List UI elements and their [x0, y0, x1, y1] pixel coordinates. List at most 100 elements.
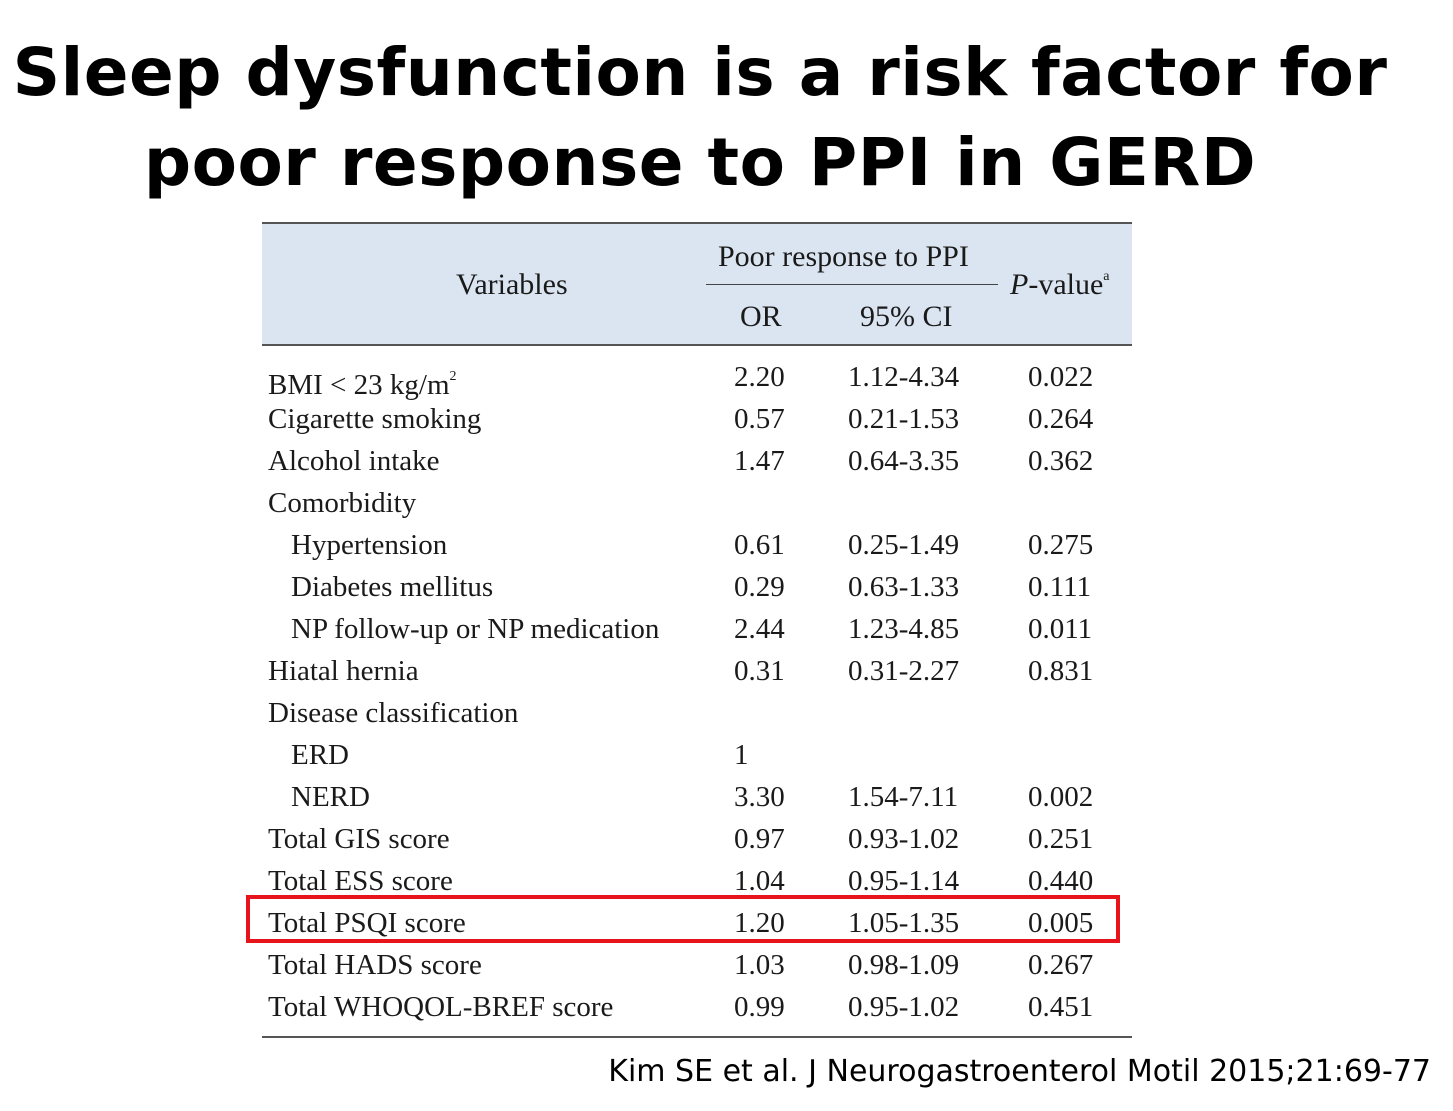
table-row: Alcohol intake 1.47 0.64-3.35 0.362 — [262, 440, 1132, 482]
cell-variable: Hiatal hernia — [268, 650, 419, 692]
cell-variable: NP follow-up or NP medication — [291, 608, 659, 650]
cell-or: 0.57 — [734, 403, 785, 435]
cell-p-value: 0.251 — [1028, 823, 1094, 855]
cell-variable: Hypertension — [291, 524, 447, 566]
table-row: Cigarette smoking 0.57 0.21-1.53 0.264 — [262, 398, 1132, 440]
cell-or: 1.04 — [734, 865, 785, 897]
header-p-footnote-mark: a — [1103, 269, 1110, 284]
cell-variable: Total HADS score — [268, 944, 482, 986]
cell-variable: ERD — [291, 734, 349, 776]
table-header: Variables Poor response to PPI OR 95% CI… — [262, 222, 1132, 346]
cell-or: 0.99 — [734, 991, 785, 1023]
cell-variable-text: Total WHOQOL-BREF score — [268, 991, 614, 1023]
cell-ci: 0.21-1.53 — [848, 403, 960, 435]
cell-p-value: 0.451 — [1028, 991, 1094, 1023]
header-95-ci: 95% CI — [860, 300, 953, 333]
cell-variable-text: Cigarette smoking — [268, 403, 482, 435]
cell-ci: 0.95-1.14 — [848, 865, 960, 897]
cell-p-value: 0.264 — [1028, 403, 1094, 435]
cell-variable: Disease classification — [268, 692, 518, 734]
table-row: Total ESS score 1.04 0.95-1.14 0.440 — [262, 860, 1132, 902]
cell-or: 2.20 — [734, 361, 785, 393]
cell-variable: Total GIS score — [268, 818, 450, 860]
cell-variable: Comorbidity — [268, 482, 416, 524]
header-p-italic: P — [1010, 268, 1029, 301]
cell-variable-text: Hypertension — [291, 529, 448, 561]
cell-ci: 1.05-1.35 — [848, 907, 960, 939]
cell-or: 0.97 — [734, 823, 785, 855]
cell-ci: 1.54-7.11 — [848, 781, 959, 813]
cell-variable: BMI < 23 kg/m2 — [268, 356, 457, 406]
results-table: Variables Poor response to PPI OR 95% CI… — [262, 222, 1132, 1038]
cell-variable-text: NERD — [291, 781, 370, 813]
cell-p-value: 0.440 — [1028, 865, 1094, 897]
table-row: NERD 3.30 1.54-7.11 0.002 — [262, 776, 1132, 818]
cell-p-value: 0.831 — [1028, 655, 1094, 687]
table-row: NP follow-up or NP medication 2.44 1.23-4.… — [262, 608, 1132, 650]
cell-variable-text: BMI < 23 kg/m — [268, 369, 450, 401]
cell-variable-text: Total PSQI score — [268, 907, 466, 939]
cell-variable-text: Alcohol intake — [268, 445, 440, 477]
cell-variable: Total ESS score — [268, 860, 453, 902]
table-row: Hiatal hernia 0.31 0.31-2.27 0.831 — [262, 650, 1132, 692]
table-row: ERD 1 — [262, 734, 1132, 776]
cell-variable-text: Hiatal hernia — [268, 655, 419, 687]
header-or: OR — [740, 300, 782, 333]
table-body: BMI < 23 kg/m2 2.20 1.12-4.34 0.022 Cigarett… — [262, 346, 1132, 1038]
cell-ci: 0.63-1.33 — [848, 571, 960, 603]
cell-variable-text: Total HADS score — [268, 949, 482, 981]
psqi-highlight-box — [246, 895, 1120, 943]
table-row: Disease classification — [262, 692, 1132, 734]
slide-title-line-1: Sleep dysfunction is a risk factor for — [12, 34, 1388, 111]
slide-title: Sleep dysfunction is a risk factor for p… — [0, 28, 1400, 208]
cell-variable: NERD — [291, 776, 370, 818]
cell-or: 1 — [734, 739, 749, 771]
citation: Kim SE et al. J Neurogastroenterol Motil… — [608, 1054, 1431, 1089]
cell-or: 1.20 — [734, 907, 785, 939]
cell-variable: Cigarette smoking — [268, 398, 481, 440]
cell-variable-text: ERD — [291, 739, 349, 771]
table-row: Total WHOQOL-BREF score 0.99 0.95-1.02 0.45… — [262, 986, 1132, 1028]
table-row: Total PSQI score 1.20 1.05-1.35 0.005 — [262, 902, 1132, 944]
table-row: BMI < 23 kg/m2 2.20 1.12-4.34 0.022 — [262, 356, 1132, 401]
cell-variable-text: Total GIS score — [268, 823, 450, 855]
cell-or: 1.47 — [734, 445, 785, 477]
cell-variable-superscript: 2 — [449, 369, 457, 384]
table-row: Total GIS score 0.97 0.93-1.02 0.251 — [262, 818, 1132, 860]
header-poor-response-group: Poor response to PPI — [718, 240, 969, 273]
cell-variable: Alcohol intake — [268, 440, 440, 482]
cell-variable: Total PSQI score — [268, 902, 466, 944]
cell-p-value: 0.022 — [1028, 361, 1094, 393]
header-p-value: P-valuea — [1010, 268, 1110, 302]
cell-ci: 0.64-3.35 — [848, 445, 960, 477]
table-row: Comorbidity — [262, 482, 1132, 524]
cell-variable-text: Diabetes mellitus — [291, 571, 494, 603]
cell-ci: 0.93-1.02 — [848, 823, 960, 855]
cell-ci: 1.23-4.85 — [848, 613, 960, 645]
table-row: Total HADS score 1.03 0.98-1.09 0.267 — [262, 944, 1132, 986]
cell-or: 1.03 — [734, 949, 785, 981]
table-row: Diabetes mellitus 0.29 0.63-1.33 0.111 — [262, 566, 1132, 608]
cell-variable-text: Disease classification — [268, 697, 519, 729]
cell-ci: 1.12-4.34 — [848, 361, 960, 393]
cell-variable: Diabetes mellitus — [291, 566, 493, 608]
cell-ci: 0.98-1.09 — [848, 949, 960, 981]
header-p-rest: -value — [1028, 268, 1104, 301]
cell-ci: 0.31-2.27 — [848, 655, 960, 687]
cell-p-value: 0.011 — [1028, 613, 1093, 645]
cell-variable-text: Comorbidity — [268, 487, 417, 519]
cell-or: 3.30 — [734, 781, 785, 813]
header-variables: Variables — [456, 268, 568, 301]
cell-p-value: 0.111 — [1028, 571, 1092, 603]
cell-p-value: 0.362 — [1028, 445, 1094, 477]
cell-ci: 0.25-1.49 — [848, 529, 960, 561]
cell-or: 2.44 — [734, 613, 785, 645]
header-group-rule — [706, 284, 998, 285]
cell-p-value: 0.002 — [1028, 781, 1094, 813]
cell-p-value: 0.275 — [1028, 529, 1094, 561]
cell-or: 0.29 — [734, 571, 785, 603]
table-row: Hypertension 0.61 0.25-1.49 0.275 — [262, 524, 1132, 566]
cell-variable-text: Total ESS score — [268, 865, 453, 897]
cell-or: 0.31 — [734, 655, 785, 687]
cell-p-value: 0.267 — [1028, 949, 1094, 981]
